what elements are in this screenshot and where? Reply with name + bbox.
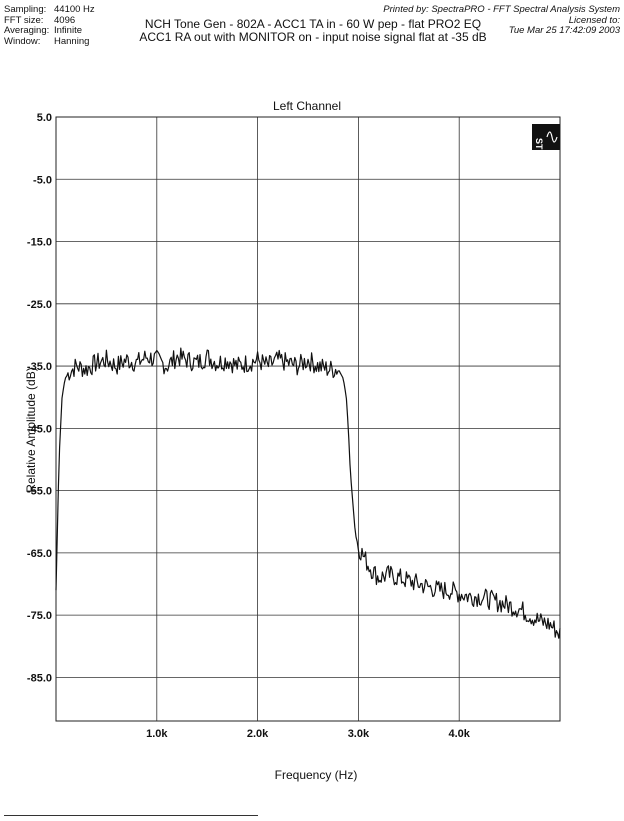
title-line-2: ACC1 RA out with MONITOR on - input nois… bbox=[139, 30, 487, 44]
sampling-key: Sampling: bbox=[4, 4, 47, 15]
logo-text: ST bbox=[534, 138, 544, 150]
y-tick-label: 5.0 bbox=[37, 112, 52, 124]
measurement-title: NCH Tone Gen - 802A - ACC1 TA in - 60 W … bbox=[110, 18, 516, 44]
x-axis-label: Frequency (Hz) bbox=[275, 768, 358, 782]
fft-size-key: FFT size: bbox=[4, 14, 44, 26]
y-axis: 5.0 -5.0 -15.0 -25.0 -35.0 -45.0 -55.0 -65.0 -75… bbox=[27, 112, 52, 684]
y-tick-label: -85.0 bbox=[27, 672, 52, 684]
y-tick-label: -65.0 bbox=[27, 548, 52, 560]
x-tick-label: 1.0k bbox=[146, 728, 168, 740]
spectrapro-logo-icon: ST bbox=[532, 124, 560, 150]
window-key: Window: bbox=[4, 35, 41, 47]
footer-rule bbox=[4, 815, 258, 816]
chart-title: Left Channel bbox=[273, 99, 341, 113]
print-timestamp: Tue Mar 25 17:42:09 2003 bbox=[508, 25, 620, 36]
x-axis: 1.0k 2.0k 3.0k 4.0k bbox=[146, 728, 471, 740]
y-tick-label: -25.0 bbox=[27, 299, 52, 311]
spectrum-trace bbox=[55, 347, 561, 639]
x-tick-label: 3.0k bbox=[348, 728, 370, 740]
y-tick-label: -75.0 bbox=[27, 610, 52, 622]
plot-frame bbox=[55, 116, 561, 722]
printed-by: Printed by: SpectraPRO - FFT Spectral An… bbox=[383, 4, 620, 15]
y-tick-label: -15.0 bbox=[27, 237, 52, 249]
settings-block: Sampling: 44100 Hz FFT size: 4096 Averag… bbox=[4, 4, 95, 47]
averaging-value: Infinite bbox=[54, 25, 82, 36]
y-tick-label: -35.0 bbox=[27, 361, 52, 373]
averaging-key: Averaging: bbox=[4, 25, 50, 36]
fft-size-value: 4096 bbox=[54, 14, 76, 26]
window-value: Hanning bbox=[54, 35, 90, 47]
print-info: Printed by: SpectraPRO - FFT Spectral An… bbox=[383, 4, 620, 37]
title-line-1: NCH Tone Gen - 802A - ACC1 TA in - 60 W … bbox=[144, 17, 482, 31]
y-tick-label: -5.0 bbox=[33, 174, 52, 186]
y-axis-label: Relative Amplitude (dB) bbox=[24, 367, 38, 492]
y-tick-label: -55.0 bbox=[27, 486, 52, 498]
licensed-to: Licensed to: bbox=[568, 14, 620, 26]
grid bbox=[56, 116, 560, 721]
y-tick-label: -45.0 bbox=[27, 423, 52, 435]
x-tick-label: 4.0k bbox=[448, 728, 470, 740]
x-tick-label: 2.0k bbox=[247, 728, 269, 740]
sampling-value: 44100 Hz bbox=[54, 4, 95, 15]
